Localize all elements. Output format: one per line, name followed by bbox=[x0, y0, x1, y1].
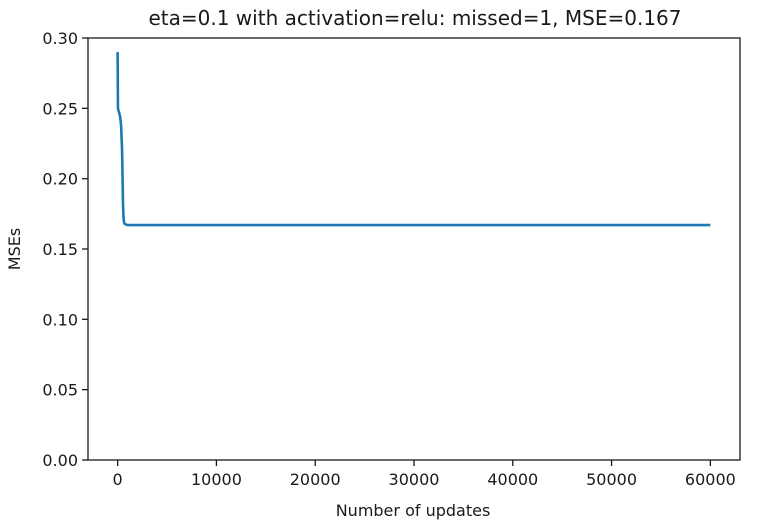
y-tick-label: 0.10 bbox=[42, 310, 78, 329]
chart-title: eta=0.1 with activation=relu: missed=1, … bbox=[148, 6, 681, 30]
y-tick-label: 0.05 bbox=[42, 381, 78, 400]
x-tick-label: 60000 bbox=[685, 470, 736, 489]
y-tick-label: 0.20 bbox=[42, 170, 78, 189]
x-tick-label: 50000 bbox=[586, 470, 637, 489]
y-tick-label: 0.00 bbox=[42, 451, 78, 470]
y-tick-label: 0.30 bbox=[42, 29, 78, 48]
y-tick-label: 0.25 bbox=[42, 99, 78, 118]
x-axis-label: Number of updates bbox=[336, 501, 491, 520]
y-tick-label: 0.15 bbox=[42, 240, 78, 259]
x-tick-label: 30000 bbox=[389, 470, 440, 489]
plot-frame bbox=[87, 37, 741, 461]
plot-area: 0.00 0.05 0.10 0.15 0.20 0.25 0.30 0 10000 20000… bbox=[42, 29, 741, 489]
x-tick-label: 10000 bbox=[191, 470, 242, 489]
x-tick-label: 40000 bbox=[487, 470, 538, 489]
y-axis-label: MSEs bbox=[5, 228, 24, 270]
x-axis-ticks: 0 10000 20000 30000 40000 50000 60000 bbox=[113, 460, 736, 489]
x-tick-label: 20000 bbox=[290, 470, 341, 489]
series-line bbox=[116, 52, 711, 227]
y-axis-ticks: 0.00 0.05 0.10 0.15 0.20 0.25 0.30 bbox=[42, 29, 88, 470]
x-tick-label: 0 bbox=[113, 470, 123, 489]
